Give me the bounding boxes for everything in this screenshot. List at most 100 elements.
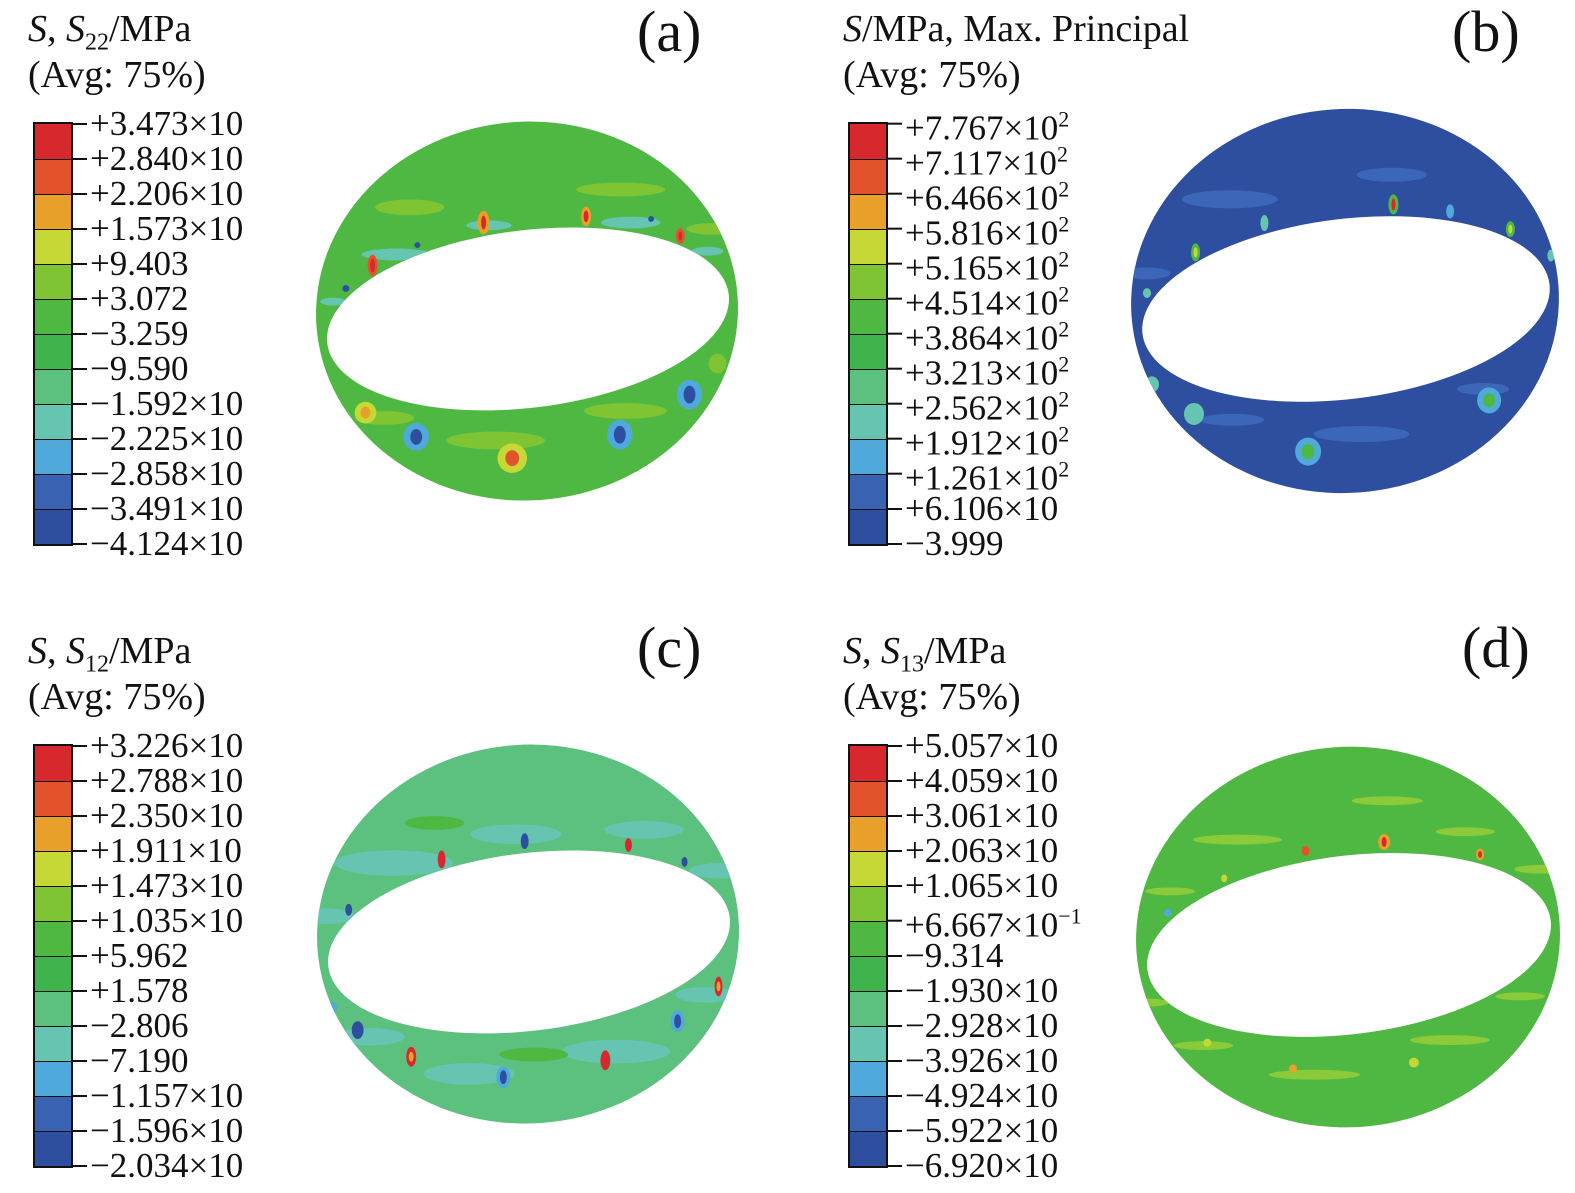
- contour-patch: [1435, 827, 1495, 837]
- contour-details: [317, 816, 740, 1089]
- colorbar-band: [35, 474, 71, 509]
- legend-value: −2.225×10: [90, 419, 244, 458]
- colorbar-band: [35, 404, 71, 439]
- contour-patch: [601, 216, 661, 229]
- tick-mark: [888, 333, 902, 335]
- stress-concentration-core: [410, 429, 423, 445]
- legend-value: −3.491×10: [90, 489, 244, 528]
- stress-legend: S, S12/MPa (Avg: 75%) +3.226×10 +2.788×10…: [28, 628, 588, 1184]
- colorbar-band: [35, 264, 71, 299]
- legend-title: S, S12/MPa: [28, 630, 192, 678]
- legend-value: +2.840×10: [90, 139, 244, 178]
- colorbar-band: [850, 851, 886, 886]
- tick-mark: [888, 228, 902, 230]
- stress-concentration-core: [408, 1051, 414, 1062]
- contour-patch: [691, 246, 724, 256]
- tick-mark: [888, 403, 902, 405]
- legend-value: −9.314: [905, 936, 1004, 975]
- legend-value: +5.962: [90, 936, 189, 975]
- tick-mark: [888, 368, 902, 370]
- legend-value-row: +4.059×10: [888, 763, 1058, 799]
- legend-value: −2.858×10: [90, 454, 244, 493]
- stress-concentration-core: [505, 450, 520, 467]
- ring-contour-plot: [316, 121, 739, 501]
- colorbar-values: +3.226×10 +2.788×10 +2.350×10 +1.911×10 +1.4…: [73, 728, 413, 1184]
- legend-value: +7.767×102: [905, 106, 1070, 148]
- legend-value-row: +2.350×10: [73, 798, 243, 834]
- legend-value-row: −9.590: [73, 351, 189, 387]
- colorbar-band: [35, 991, 71, 1026]
- legend-value: +5.165×102: [905, 246, 1070, 288]
- tick-mark: [73, 193, 87, 195]
- stress-concentration-spot: [1260, 215, 1269, 232]
- legend-value-row: +3.072: [73, 281, 189, 317]
- legend-value: +1.911×10: [90, 831, 242, 870]
- legend-value: −3.259: [90, 314, 189, 353]
- panel-b: S/MPa, Max. Principal (Avg: 75%) +7.767×…: [815, 0, 1575, 596]
- legend-value-row: +1.065×10: [888, 868, 1058, 904]
- tick-mark: [73, 228, 87, 230]
- colorbar-band: [850, 334, 886, 369]
- tick-mark: [73, 1060, 87, 1062]
- contour-patch: [1410, 1035, 1490, 1046]
- colorbar-band: [35, 886, 71, 921]
- colorbar: [33, 744, 73, 1168]
- legend-scale: +7.767×102 +7.117×102 +6.466×102 +5.816×102…: [843, 107, 1403, 562]
- panel-c: S, S12/MPa (Avg: 75%) +3.226×10 +2.788×10…: [0, 610, 760, 1193]
- legend-avg-note: (Avg: 75%): [843, 676, 1021, 718]
- legend-value-row: +5.057×10: [888, 728, 1058, 764]
- colorbar-band: [850, 1026, 886, 1061]
- legend-value-row: −5.922×10: [888, 1113, 1058, 1149]
- colorbar-band: [850, 159, 886, 194]
- legend-value-row: +6.667×10−1: [888, 899, 1082, 944]
- colorbar-band: [35, 781, 71, 816]
- stress-concentration-spot: [1183, 402, 1204, 425]
- colorbar-band: [850, 1096, 886, 1131]
- legend-value-row: +3.213×102: [888, 347, 1069, 392]
- tick-mark: [73, 368, 87, 370]
- legend-value-row: +5.962: [73, 938, 189, 974]
- legend-value-row: +6.106×10: [888, 491, 1058, 527]
- tick-mark: [888, 543, 902, 545]
- stress-concentration-spot: [1221, 874, 1228, 883]
- legend-value-row: +7.117×102: [888, 137, 1068, 182]
- legend-value-row: +3.226×10: [73, 728, 243, 764]
- legend-value: −1.157×10: [90, 1076, 244, 1115]
- legend-avg-note: (Avg: 75%): [28, 54, 206, 96]
- legend-value: +2.562×102: [905, 386, 1070, 428]
- tick-mark: [73, 815, 87, 817]
- tick-mark: [73, 955, 87, 957]
- tick-mark: [888, 815, 902, 817]
- tick-mark: [73, 1025, 87, 1027]
- contour-patch: [561, 1039, 671, 1064]
- legend-value: +6.667×10−1: [905, 903, 1082, 945]
- legend-value-row: +5.816×102: [888, 207, 1069, 252]
- tick-mark: [73, 298, 87, 300]
- legend-title: S, S13/MPa: [843, 630, 1007, 678]
- legend-value-row: +1.912×102: [888, 417, 1069, 462]
- stress-concentration-spot: [625, 838, 632, 852]
- legend-title: S/MPa, Max. Principal: [843, 8, 1190, 50]
- tick-mark: [888, 298, 902, 300]
- colorbar-values: +5.057×10 +4.059×10 +3.061×10 +2.063×10 +1.0…: [888, 728, 1228, 1184]
- stress-concentration-core: [716, 981, 721, 992]
- stress-concentration-core: [613, 425, 626, 444]
- stress-concentration-spot: [342, 285, 350, 292]
- stress-concentration-spot: [329, 1001, 337, 1014]
- tick-mark: [888, 990, 902, 992]
- stress-concentration-core: [674, 1014, 682, 1029]
- tick-mark: [888, 920, 902, 922]
- contour-patch: [320, 297, 346, 306]
- stress-concentration-core: [1483, 393, 1496, 408]
- legend-avg-note: (Avg: 75%): [28, 676, 206, 718]
- colorbar-band: [35, 194, 71, 229]
- legend-value-row: −3.926×10: [888, 1043, 1058, 1079]
- stress-concentration-core: [678, 231, 683, 241]
- legend-value-row: +1.911×10: [73, 833, 242, 869]
- tick-mark: [888, 508, 902, 510]
- colorbar-band: [850, 299, 886, 334]
- colorbar-band: [35, 921, 71, 956]
- stress-legend: S, S13/MPa (Avg: 75%) +5.057×10 +4.059×10…: [843, 628, 1403, 1184]
- tick-mark: [73, 158, 87, 160]
- legend-value: +4.514×102: [905, 281, 1070, 323]
